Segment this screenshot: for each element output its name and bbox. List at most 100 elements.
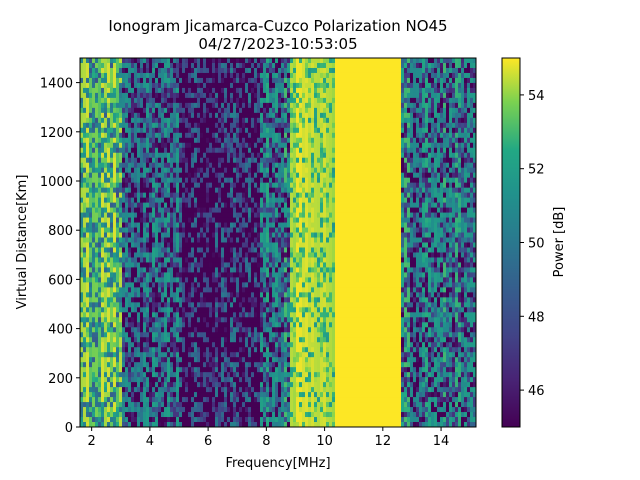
heatmap-cell [125, 357, 129, 363]
heatmap-cell [134, 307, 138, 313]
heatmap-cell [125, 147, 129, 154]
heatmap-cell [248, 82, 252, 89]
heatmap-cell [197, 82, 201, 89]
heatmap-cell [224, 357, 228, 363]
heatmap-cell [239, 132, 243, 139]
heatmap-cell [185, 217, 189, 224]
heatmap-cell [170, 112, 174, 119]
heatmap-cell [86, 287, 90, 293]
heatmap-cell [113, 182, 117, 189]
heatmap-cell [206, 82, 210, 89]
heatmap-cell [116, 262, 120, 268]
heatmap-cell [128, 402, 132, 408]
heatmap-cell [233, 167, 237, 174]
heatmap-cell [263, 132, 267, 139]
heatmap-cell [86, 297, 90, 303]
heatmap-cell [206, 402, 210, 408]
heatmap-cell [236, 58, 240, 64]
heatmap-cell [266, 327, 270, 333]
heatmap-cell [101, 202, 105, 209]
heatmap-cell [227, 392, 231, 398]
heatmap-cell [176, 212, 180, 219]
heatmap-cell [134, 177, 138, 184]
heatmap-cell [161, 262, 165, 268]
heatmap-cell [215, 72, 219, 79]
heatmap-cell [89, 267, 93, 273]
heatmap-cell [167, 272, 171, 278]
heatmap-cell [197, 122, 201, 129]
heatmap-cell [113, 377, 117, 383]
heatmap-cell [233, 292, 237, 298]
heatmap-cell [155, 87, 159, 94]
heatmap-cell [245, 322, 249, 328]
heatmap-cell [233, 112, 237, 119]
heatmap-cell [131, 247, 135, 253]
heatmap-cell [242, 157, 246, 164]
heatmap-cell [158, 252, 162, 258]
heatmap-cell [212, 222, 216, 229]
heatmap-cell [128, 197, 132, 204]
heatmap-cell [236, 222, 240, 229]
heatmap-cell [281, 157, 285, 164]
heatmap-cell [173, 167, 177, 174]
heatmap-cell [167, 227, 171, 234]
heatmap-cell [245, 377, 249, 383]
heatmap-cell [161, 152, 165, 159]
heatmap-cell [164, 322, 168, 328]
heatmap-cell [125, 137, 129, 144]
heatmap-cell [122, 137, 126, 144]
heatmap-cell [254, 227, 258, 234]
heatmap-cell [200, 217, 204, 224]
heatmap-cell [242, 207, 246, 214]
heatmap-cell [200, 397, 204, 403]
heatmap-cell [269, 272, 273, 278]
heatmap-cell [257, 237, 261, 243]
heatmap-cell [224, 417, 228, 423]
heatmap-cell [83, 202, 87, 209]
heatmap-cell [233, 337, 237, 343]
heatmap-cell [161, 172, 165, 179]
heatmap-cell [161, 367, 165, 373]
heatmap-cell [200, 137, 204, 144]
heatmap-cell [146, 162, 150, 169]
heatmap-cell [269, 302, 273, 308]
heatmap-cell [272, 377, 276, 383]
heatmap-cell [257, 277, 261, 283]
heatmap-cell [107, 262, 111, 268]
heatmap-cell [152, 197, 156, 204]
heatmap-cell [107, 312, 111, 318]
heatmap-cell [224, 58, 228, 64]
heatmap-cell [236, 377, 240, 383]
heatmap-cell [248, 402, 252, 408]
heatmap-cell [257, 317, 261, 323]
heatmap-cell [149, 307, 153, 313]
heatmap-cell [134, 272, 138, 278]
heatmap-cell [236, 277, 240, 283]
heatmap-cell [245, 112, 249, 119]
heatmap-cell [176, 157, 180, 164]
heatmap-cell [191, 272, 195, 278]
heatmap-cell [134, 112, 138, 119]
heatmap-cell [236, 307, 240, 313]
heatmap-cell [134, 422, 138, 428]
heatmap-cell [269, 402, 273, 408]
heatmap-cell [221, 347, 225, 353]
heatmap-cell [176, 182, 180, 189]
heatmap-cell [221, 82, 225, 89]
heatmap-cell [224, 137, 228, 144]
heatmap-cell [134, 372, 138, 378]
heatmap-cell [167, 127, 171, 134]
heatmap-cell [125, 287, 129, 293]
heatmap-cell [248, 92, 252, 99]
heatmap-cell [200, 267, 204, 273]
heatmap-cell [263, 372, 267, 378]
heatmap-cell [236, 352, 240, 358]
heatmap-cell [203, 217, 207, 224]
heatmap-cell [236, 252, 240, 258]
heatmap-cell [134, 77, 138, 84]
heatmap-cell [260, 332, 264, 338]
heatmap-cell [146, 72, 150, 79]
heatmap-cell [185, 367, 189, 373]
heatmap-cell [248, 177, 252, 184]
heatmap-cell [203, 337, 207, 343]
